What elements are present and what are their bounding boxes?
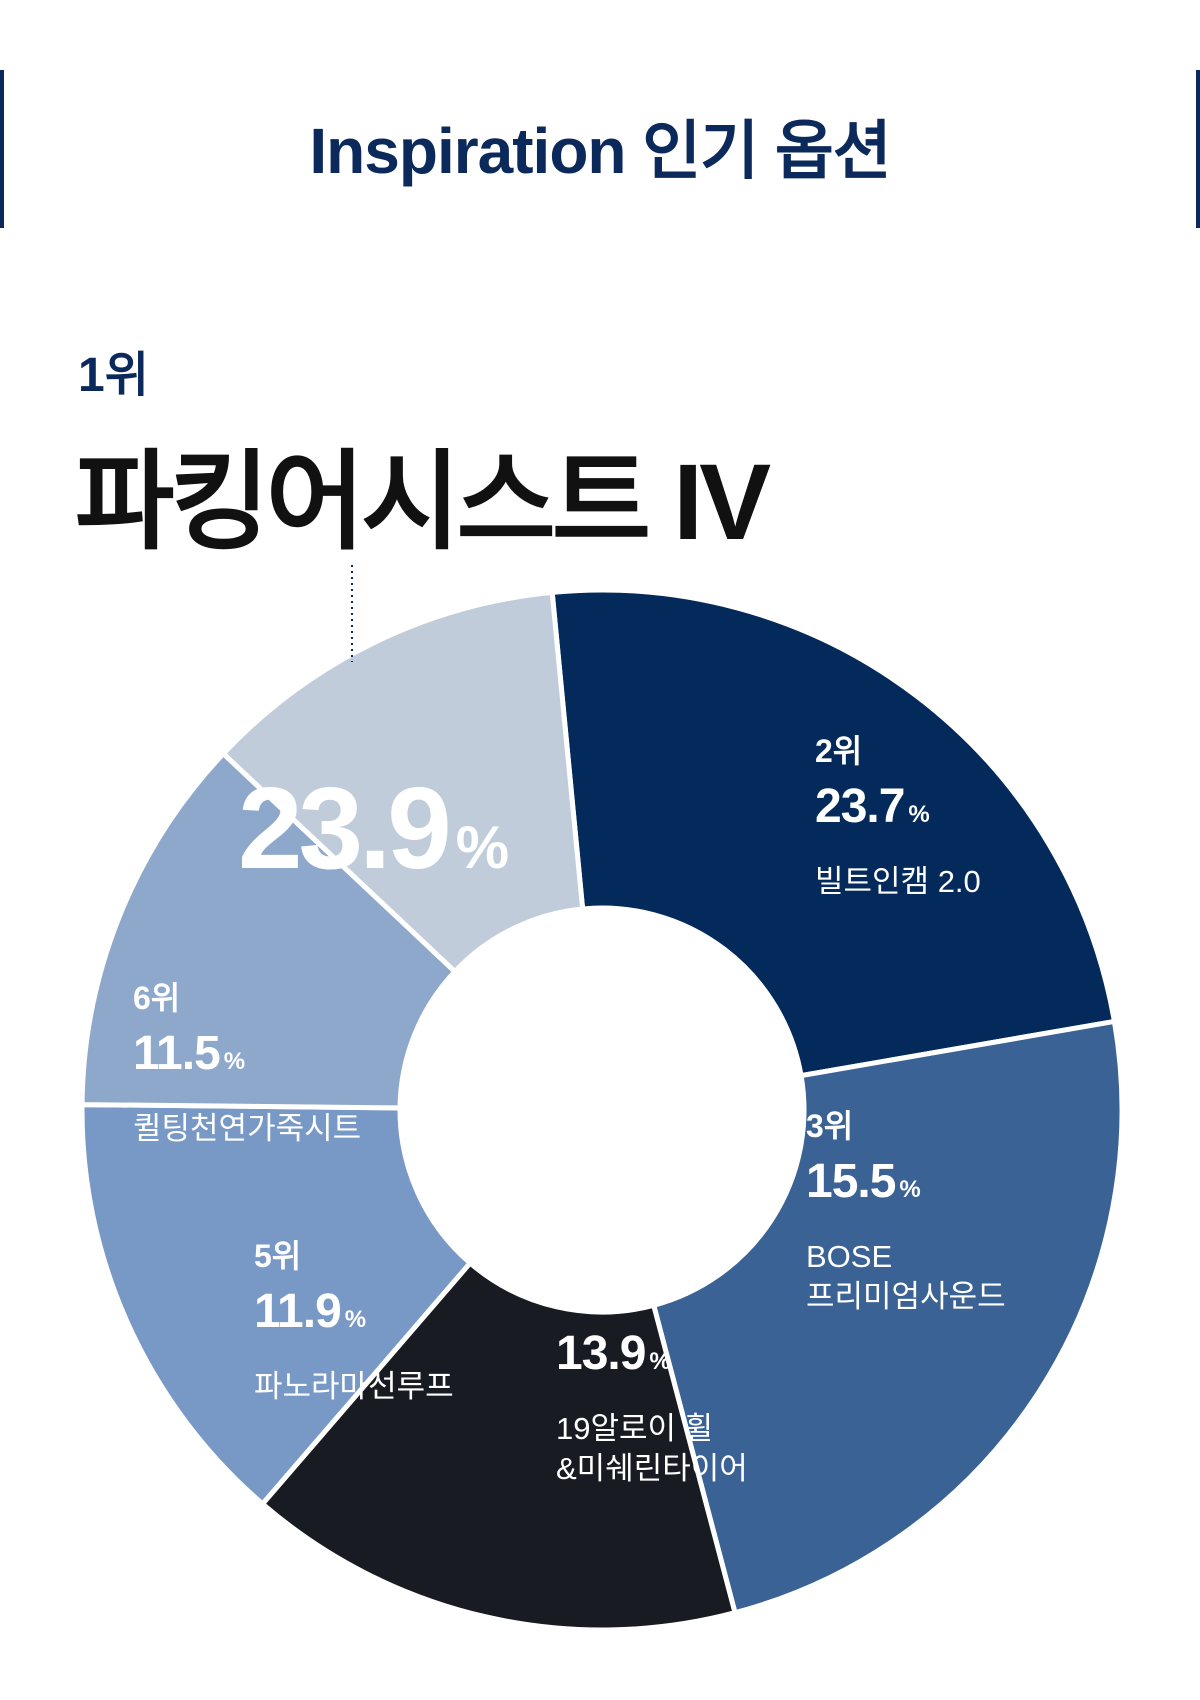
slice-3-unit: % xyxy=(899,1176,920,1203)
slice-2 xyxy=(650,1018,1125,1616)
slice-label-1: 23.9% xyxy=(238,763,509,893)
slice-2-name-line-1: 빌트인캠 2.0 xyxy=(815,864,981,899)
highlight-option-name: 파킹어시스트 IV xyxy=(75,441,771,562)
slice-5-name-line-1: 파노라마선루프 xyxy=(254,1369,454,1404)
slice-4-name-line-1: 19알로이 휠 xyxy=(556,1411,713,1446)
slice-2-value-number: 23.7 xyxy=(815,780,904,833)
slice-6-value-number: 11.5 xyxy=(133,1027,220,1080)
slice-3-name-line-2: 프리미엄사운드 xyxy=(806,1279,1006,1314)
slice-4-value-number: 13.9 xyxy=(556,1327,645,1380)
slice-6-unit: % xyxy=(224,1048,245,1075)
slice-4-unit: % xyxy=(649,1348,670,1375)
slice-3-rank: 3위 xyxy=(806,1108,853,1144)
slice-5-rank: 5위 xyxy=(254,1238,301,1274)
slice-2-unit: % xyxy=(908,801,929,828)
page-title: Inspiration 인기 옵션 xyxy=(309,115,891,187)
slice-label-2: 2위 23.7 % 빌트인캠 2.0 xyxy=(815,733,981,899)
slice-5-unit: % xyxy=(345,1306,366,1333)
slice-1-value-number: 23.9 xyxy=(238,763,448,893)
slice-label-5: 5위 11.9 % 파노라마선루프 xyxy=(254,1238,454,1404)
frame-bar-left xyxy=(0,70,4,228)
slice-4-rank: 4위 xyxy=(556,1280,603,1316)
slice-1-unit: % xyxy=(456,814,509,881)
slice-label-3: 3위 15.5 % BOSE 프리미엄사운드 xyxy=(806,1108,1006,1314)
slice-3-name-line-1: BOSE xyxy=(806,1239,892,1274)
slice-5-value-number: 11.9 xyxy=(254,1285,341,1338)
slice-6-rank: 6위 xyxy=(133,980,180,1016)
slice-2-rank: 2위 xyxy=(815,733,862,769)
frame-bar-right xyxy=(1196,70,1200,228)
slice-label-6: 6위 11.5 % 퀼팅천연가죽시트 xyxy=(133,980,361,1146)
slice-3-value: 15.5% xyxy=(806,1155,921,1208)
slice-5 xyxy=(79,750,459,1111)
slice-label-4: 4위 13.9 % 19알로이 휠&미쉐린타이어 xyxy=(556,1280,748,1486)
slice-6-value: 11.5% xyxy=(133,1027,245,1080)
slice-6 xyxy=(219,589,586,976)
slice-4-name-line-2: &미쉐린타이어 xyxy=(556,1451,748,1486)
slice-5-value: 11.9% xyxy=(254,1285,366,1338)
slice-2-value: 23.7% xyxy=(815,780,930,833)
highlight-rank: 1위 xyxy=(78,349,149,402)
slice-6-name-line-1: 퀼팅천연가죽시트 xyxy=(133,1111,361,1146)
slice-1 xyxy=(549,587,1118,1079)
slice-3-value-number: 15.5 xyxy=(806,1155,896,1208)
slice-4-value: 13.9% xyxy=(556,1327,671,1380)
slice-1-value: 23.9% xyxy=(238,763,509,893)
slice-3 xyxy=(259,1259,739,1633)
slice-4 xyxy=(79,1102,474,1508)
